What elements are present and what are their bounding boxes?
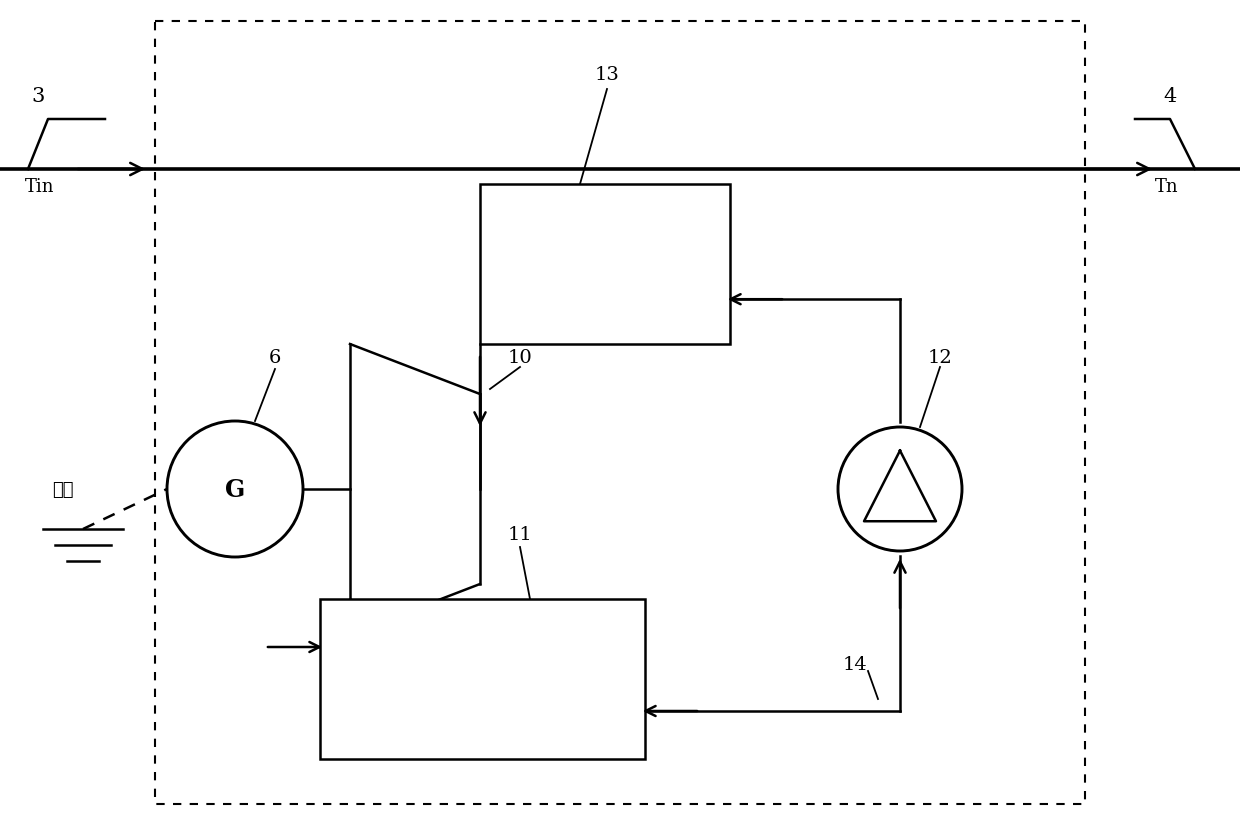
- Circle shape: [838, 428, 962, 552]
- Bar: [480, 184, 730, 345]
- Bar: [320, 600, 645, 759]
- Text: G: G: [224, 477, 246, 501]
- Text: 3: 3: [31, 88, 45, 107]
- Text: 11: 11: [507, 525, 532, 543]
- Text: 14: 14: [843, 655, 867, 673]
- Text: 电力: 电力: [52, 480, 73, 499]
- Text: 10: 10: [507, 348, 532, 366]
- Text: 13: 13: [594, 66, 620, 84]
- Text: 4: 4: [1163, 88, 1177, 107]
- Bar: [155, 22, 1085, 804]
- Text: 12: 12: [928, 348, 952, 366]
- Text: Tn: Tn: [1154, 178, 1179, 196]
- Text: Tin: Tin: [25, 178, 55, 196]
- Text: 6: 6: [269, 348, 281, 366]
- Circle shape: [167, 422, 303, 557]
